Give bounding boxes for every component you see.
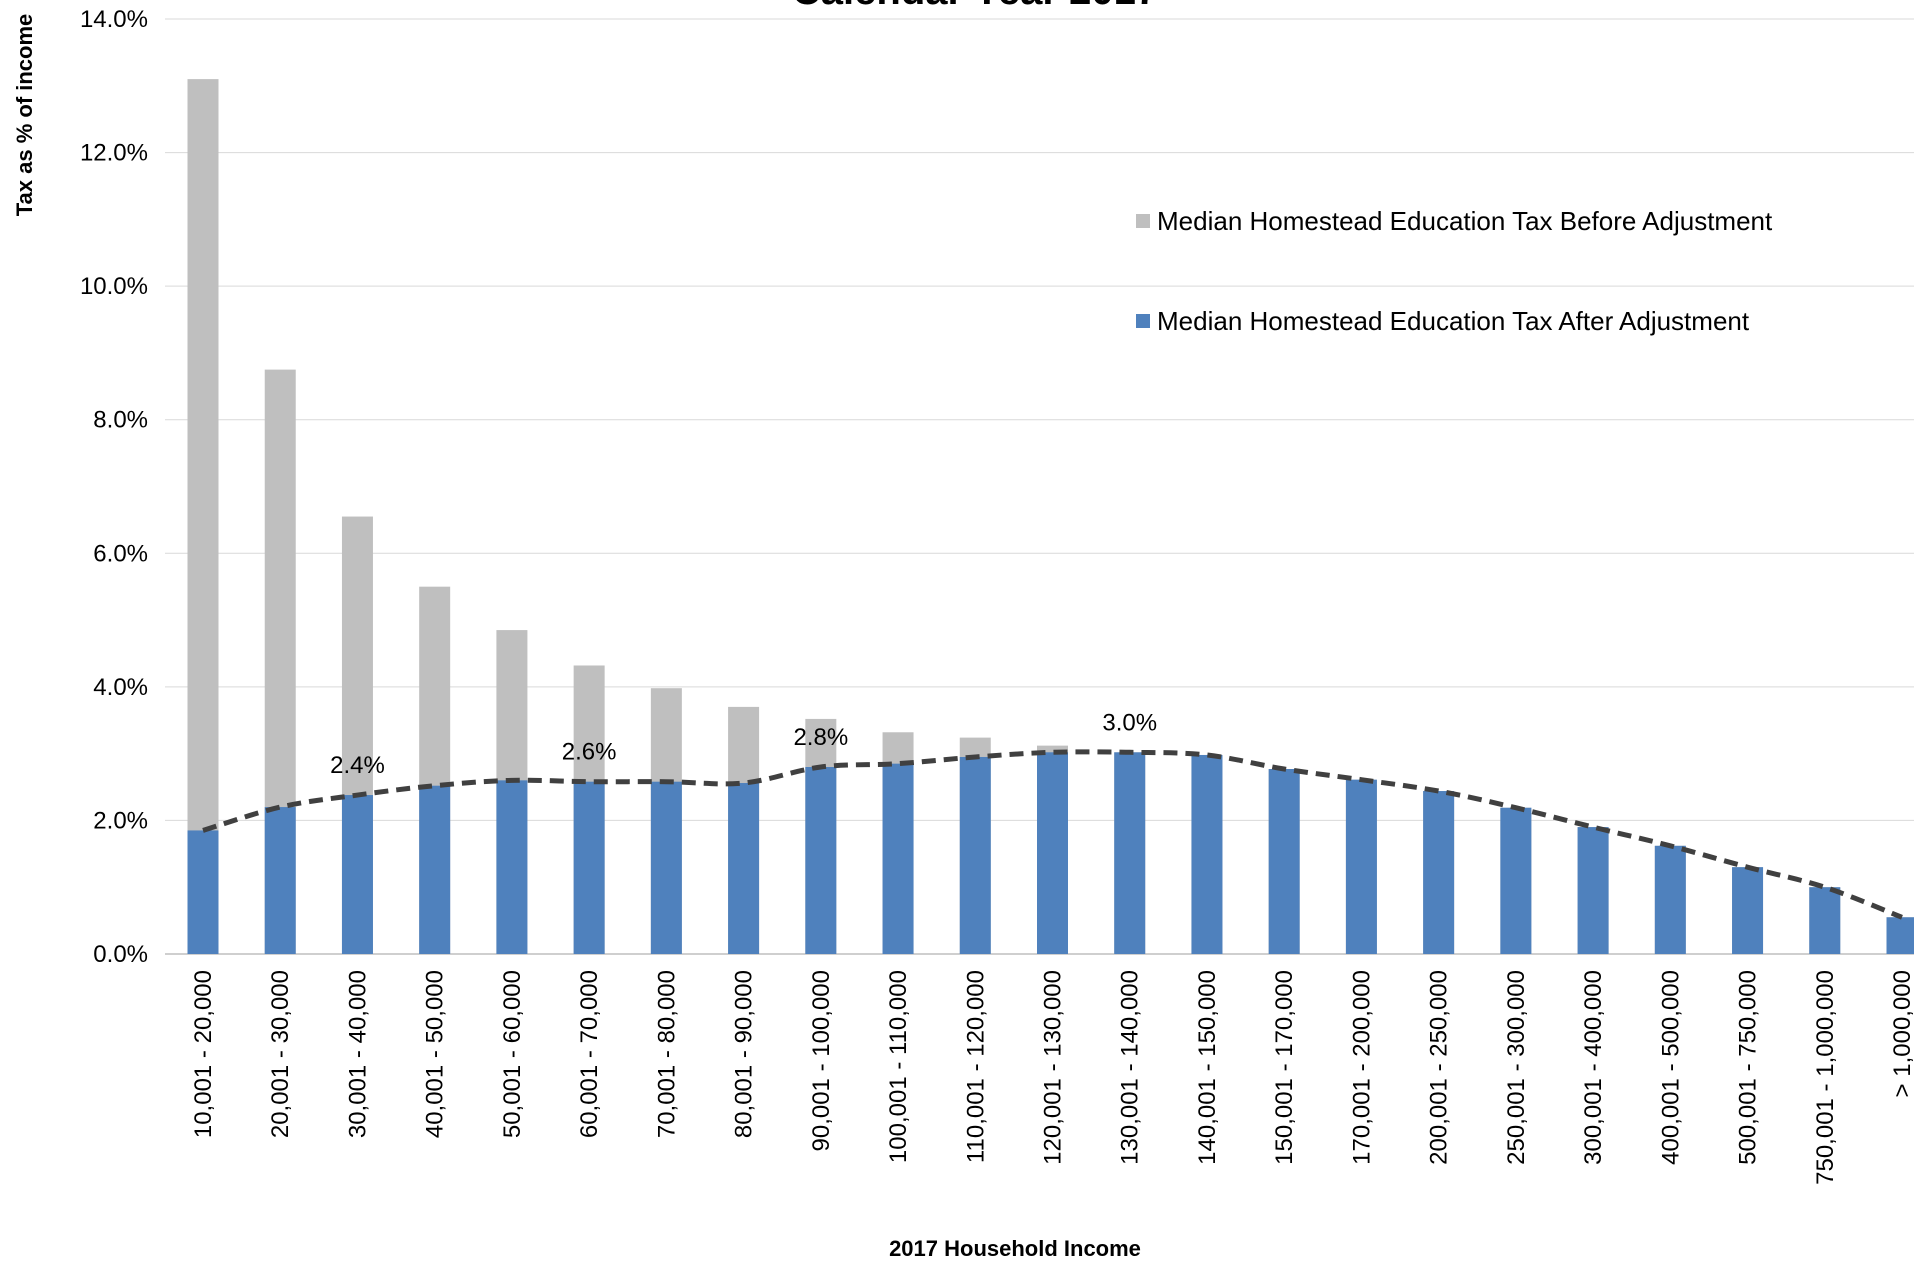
x-tick-label: 50,001 - 60,000	[499, 970, 526, 1138]
bar-after-adjustment	[728, 783, 760, 954]
data-labels: 2.4% 2.6% 2.8% 3.0%	[330, 709, 1157, 779]
bar-after-adjustment	[1114, 752, 1146, 954]
trendline	[202, 749, 1903, 920]
gridlines	[165, 18, 1914, 821]
legend: Median Homestead Education Tax Before Ad…	[1136, 206, 1773, 336]
bar-after-adjustment	[882, 763, 914, 954]
x-tick-label: 30,001 - 40,000	[344, 970, 371, 1138]
x-tick-label: 130,001 - 140,000	[1117, 970, 1144, 1165]
bar-after-adjustment	[1191, 754, 1223, 954]
data-label: 2.8%	[793, 724, 848, 751]
y-tick-label: 6.0%	[93, 540, 148, 567]
x-tick-label: 120,001 - 130,000	[1040, 970, 1067, 1165]
legend-swatch	[1136, 314, 1150, 328]
bar-after-adjustment	[264, 807, 296, 954]
bar-before-adjustment	[187, 79, 219, 955]
x-tick-label: 500,001 - 750,000	[1735, 970, 1762, 1165]
y-tick-label: 14.0%	[80, 6, 148, 33]
x-tick-label: 300,001 - 400,000	[1580, 970, 1607, 1165]
series-after-adjustment	[187, 752, 1914, 954]
bar-after-adjustment	[1037, 752, 1068, 954]
data-label: 3.0%	[1102, 709, 1157, 736]
bar-after-adjustment	[805, 767, 837, 954]
bar-after-adjustment	[419, 785, 451, 954]
data-label: 2.6%	[562, 739, 617, 766]
bar-after-adjustment	[1268, 769, 1300, 954]
x-tick-label: 90,001 - 100,000	[808, 970, 835, 1152]
x-tick-label: 20,001 - 30,000	[267, 970, 294, 1138]
bar-after-adjustment	[650, 781, 682, 954]
data-label: 2.4%	[330, 752, 385, 779]
trendline-path	[202, 749, 1903, 920]
y-tick-label: 0.0%	[93, 941, 148, 968]
x-tick-label: 750,001 - 1,000,000	[1812, 970, 1839, 1185]
x-tick-label: 250,001 - 300,000	[1503, 970, 1530, 1165]
x-tick-label: 80,001 - 90,000	[731, 970, 758, 1138]
bar-after-adjustment	[1654, 845, 1686, 954]
x-axis-title: 2017 Household Income	[889, 1236, 1141, 1261]
y-tick-label: 4.0%	[93, 674, 148, 701]
x-tick-label: 170,001 - 200,000	[1348, 970, 1375, 1165]
x-tick-label: > 1,000,000	[1889, 970, 1914, 1097]
legend-swatch	[1136, 214, 1150, 228]
bar-after-adjustment	[573, 781, 605, 954]
x-tick-label: 100,001 - 110,000	[885, 970, 912, 1163]
x-tick-label: 110,001 - 120,000	[962, 970, 989, 1163]
y-tick-label: 10.0%	[80, 273, 148, 300]
x-tick-label: 60,001 - 70,000	[576, 970, 603, 1138]
bar-after-adjustment	[341, 795, 373, 954]
x-tick-label: 10,001 - 20,000	[190, 970, 217, 1138]
bar-after-adjustment	[187, 830, 219, 954]
bar-after-adjustment	[1809, 887, 1841, 954]
bar-after-adjustment	[1423, 791, 1455, 954]
y-axis: 0.0% 2.0% 4.0% 6.0% 8.0% 10.0% 12.0% 14.0%	[80, 6, 1914, 968]
chart-title: Calendar Year 2017	[792, 0, 1158, 13]
bar-after-adjustment	[1577, 827, 1609, 954]
bar-after-adjustment	[1886, 917, 1914, 954]
y-tick-label: 12.0%	[80, 140, 148, 167]
x-tick-label: 70,001 - 80,000	[653, 970, 680, 1138]
bar-after-adjustment	[1500, 807, 1532, 954]
x-tick-label: 40,001 - 50,000	[422, 970, 449, 1138]
x-tick-label: 140,001 - 150,000	[1194, 970, 1221, 1165]
x-axis: 10,001 - 20,000 20,001 - 30,000 30,001 - 4…	[190, 970, 1914, 1185]
legend-entry: Median Homestead Education Tax After Adj…	[1157, 306, 1750, 336]
bar-after-adjustment	[496, 780, 528, 954]
y-tick-label: 2.0%	[93, 807, 148, 834]
bar-after-adjustment	[1345, 779, 1377, 954]
bar-after-adjustment	[959, 756, 991, 954]
x-tick-label: 150,001 - 170,000	[1271, 970, 1298, 1165]
bar-after-adjustment	[1732, 867, 1764, 954]
x-tick-label: 400,001 - 500,000	[1657, 970, 1684, 1165]
legend-entry: Median Homestead Education Tax Before Ad…	[1157, 206, 1773, 236]
y-axis-title: Tax as % of income	[12, 14, 37, 217]
x-tick-label: 200,001 - 250,000	[1426, 970, 1453, 1165]
y-tick-label: 8.0%	[93, 407, 148, 434]
